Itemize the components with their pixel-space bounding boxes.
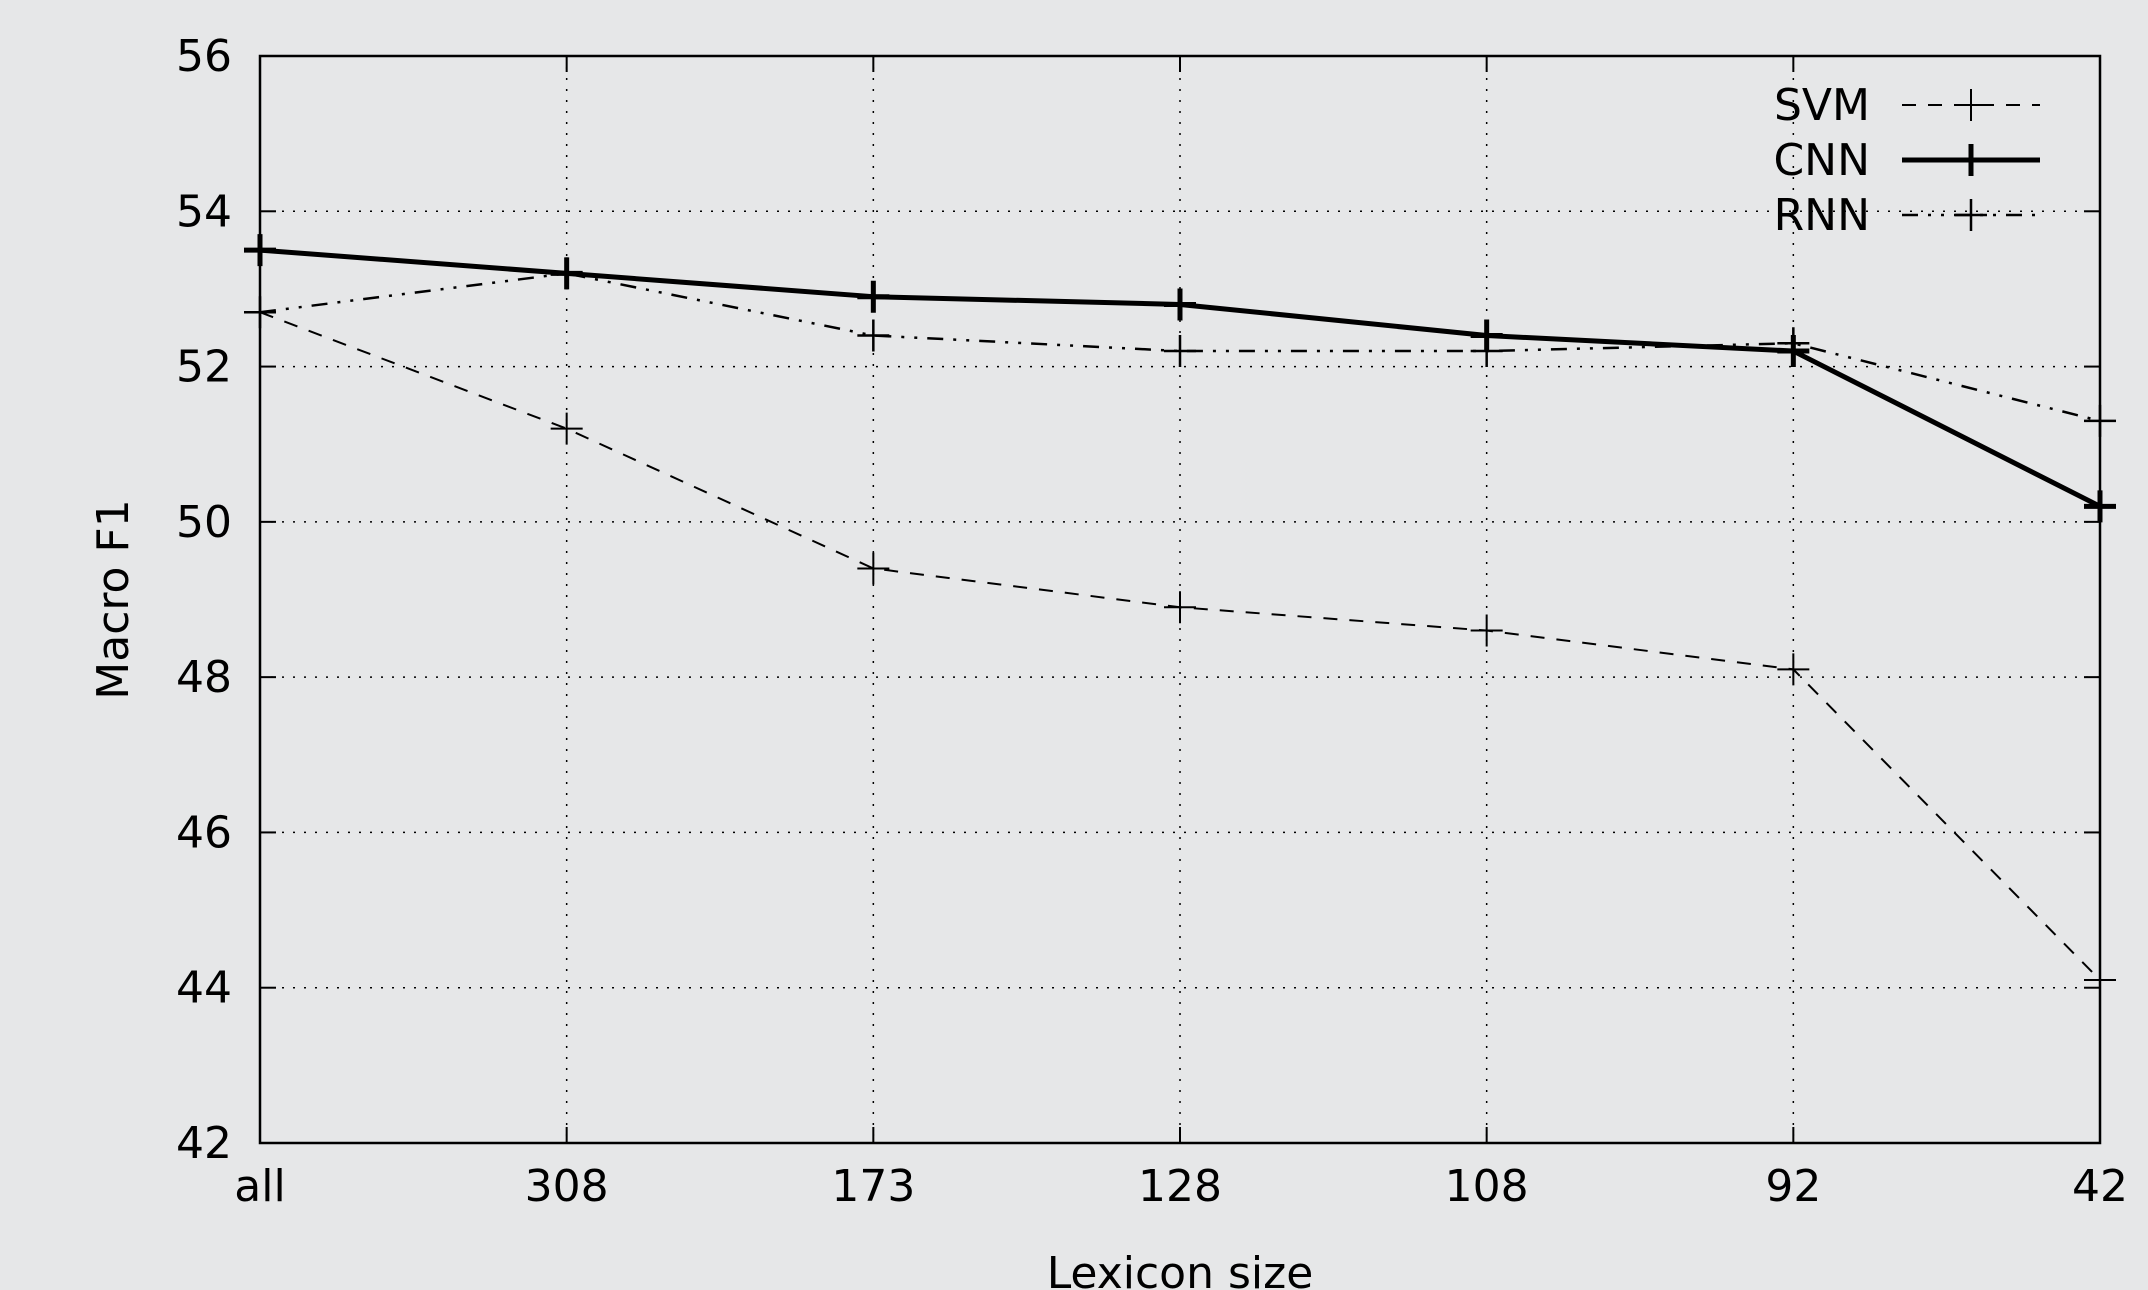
y-tick-label: 54: [176, 186, 232, 237]
rnn-point: [1470, 335, 1503, 368]
y-tick-label: 52: [176, 342, 232, 393]
y-tick-label: 50: [176, 497, 232, 548]
rnn-legend-label: RNN: [1774, 190, 1870, 241]
svm-point: [550, 412, 583, 445]
cnn-point: [857, 280, 890, 313]
x-tick-label: 128: [1138, 1161, 1222, 1212]
x-tick-label: 108: [1445, 1161, 1529, 1212]
rnn-point: [244, 296, 276, 329]
y-axis-label: Macro F1: [88, 499, 139, 699]
y-tick-label: 56: [176, 31, 232, 82]
rnn-point: [1164, 335, 1196, 368]
cnn-legend-marker: [1955, 144, 1987, 176]
cnn-point: [1164, 288, 1196, 321]
rnn-point: [857, 319, 890, 352]
svm-series-line: [259, 311, 2101, 981]
svm-point: [857, 552, 890, 585]
x-tick-label: 308: [525, 1161, 609, 1212]
svm-legend-label: SVM: [1774, 80, 1870, 131]
cnn-legend-label: CNN: [1773, 135, 1870, 186]
svm-point: [2084, 963, 2116, 996]
rnn-point: [2084, 404, 2116, 437]
svm-legend-marker: [1955, 89, 1987, 121]
y-tick-label: 48: [176, 652, 232, 703]
x-tick-label: 173: [831, 1161, 915, 1212]
y-tick-label: 46: [176, 807, 232, 858]
rnn-legend-marker: [1955, 199, 1987, 231]
svm-point: [1164, 591, 1196, 624]
rnn-point: [1777, 327, 1810, 360]
x-tick-label: 42: [2072, 1161, 2128, 1212]
axis-ticks: 42 44 46 48 50 52 54 56 all 308 173 128 108 92 42: [176, 31, 2128, 1212]
x-tick-label: all: [234, 1161, 285, 1212]
y-tick-label: 44: [176, 963, 232, 1014]
x-tick-label: 92: [1765, 1161, 1821, 1212]
rnn-point: [550, 257, 583, 290]
svm-point: [1470, 614, 1503, 647]
series-lines: [244, 234, 2116, 996]
y-tick-label: 42: [176, 1118, 232, 1169]
cnn-point: [244, 234, 276, 267]
x-axis-label: Lexicon size: [1047, 1248, 1314, 1290]
cnn-point: [2084, 490, 2116, 523]
svm-point: [1777, 653, 1810, 686]
